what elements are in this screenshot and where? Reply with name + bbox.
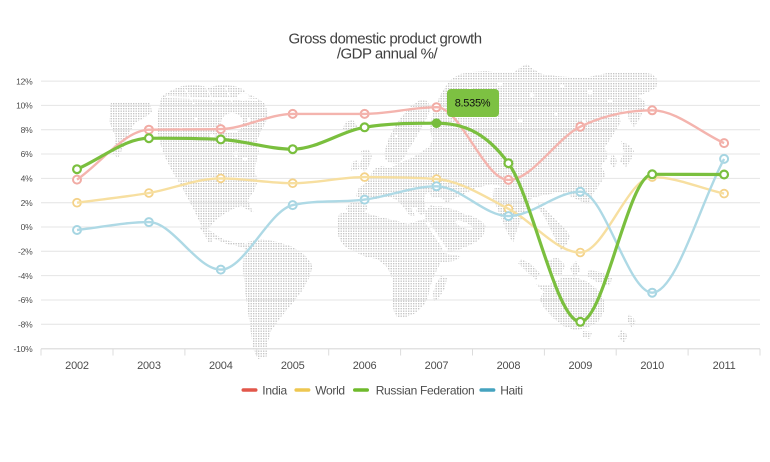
svg-text:India: India: [262, 384, 287, 398]
svg-text:/GDP annual %/: /GDP annual %/: [337, 46, 439, 63]
svg-text:10%: 10%: [16, 101, 33, 111]
svg-text:2009: 2009: [568, 360, 592, 372]
svg-text:-4%: -4%: [18, 271, 33, 281]
svg-text:8.535%: 8.535%: [455, 98, 491, 110]
svg-text:12%: 12%: [16, 76, 33, 86]
svg-text:Russian Federation: Russian Federation: [376, 384, 475, 398]
svg-text:2007: 2007: [425, 360, 449, 372]
svg-text:8%: 8%: [21, 125, 34, 135]
svg-text:2011: 2011: [713, 360, 736, 372]
svg-text:Gross domestic product growth: Gross domestic product growth: [288, 30, 481, 47]
svg-text:2003: 2003: [137, 360, 161, 372]
svg-text:4%: 4%: [21, 174, 34, 184]
svg-text:2006: 2006: [353, 360, 377, 372]
svg-text:-10%: -10%: [13, 344, 33, 354]
svg-text:6%: 6%: [21, 149, 34, 159]
svg-text:2005: 2005: [281, 360, 305, 372]
svg-text:2%: 2%: [21, 198, 34, 208]
svg-text:2004: 2004: [209, 360, 233, 372]
svg-text:2010: 2010: [640, 360, 664, 372]
svg-text:-8%: -8%: [18, 320, 33, 330]
svg-text:World: World: [315, 384, 345, 398]
svg-text:2008: 2008: [497, 360, 521, 372]
svg-text:-6%: -6%: [18, 295, 33, 305]
svg-text:2002: 2002: [65, 360, 89, 372]
svg-text:Haiti: Haiti: [500, 384, 523, 398]
svg-text:0%: 0%: [21, 222, 34, 232]
svg-text:-2%: -2%: [18, 247, 33, 257]
